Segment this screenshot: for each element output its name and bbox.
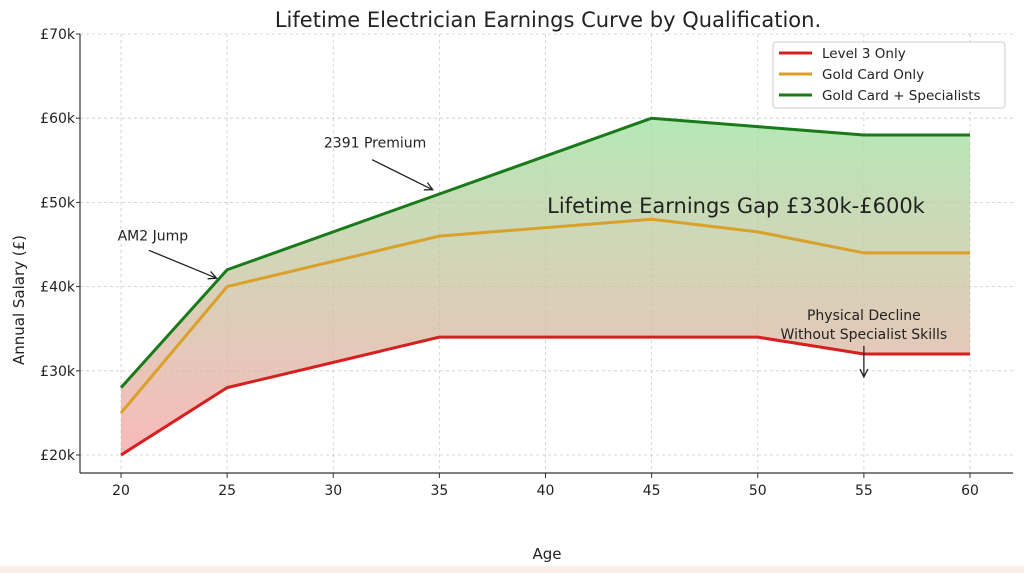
earnings-gap-fill bbox=[121, 118, 970, 455]
x-tick-label: 30 bbox=[324, 483, 342, 499]
y-tick-label: £70k bbox=[40, 27, 76, 43]
x-tick-label: 45 bbox=[643, 483, 661, 499]
y-tick-label: £20k bbox=[40, 448, 76, 464]
legend-box bbox=[772, 41, 1006, 109]
axes: 20 25 30 35 40 45 50 55 60 £20k £30k £40k £50k £60k £7… bbox=[40, 27, 1013, 499]
x-axis-label: Age bbox=[532, 545, 561, 563]
x-tick-label: 20 bbox=[112, 483, 130, 499]
annotation-am2-jump: AM2 Jump bbox=[118, 228, 189, 244]
legend-label: Gold Card + Specialists bbox=[822, 88, 981, 104]
bottom-strip bbox=[0, 566, 1024, 573]
y-tick-label: £60k bbox=[40, 111, 76, 127]
x-tick-label: 50 bbox=[749, 483, 767, 499]
x-tick-label: 25 bbox=[218, 483, 236, 499]
y-tick-label: £30k bbox=[40, 364, 76, 380]
x-tick-label: 55 bbox=[855, 483, 873, 499]
chart-title: Lifetime Electrician Earnings Curve by Q… bbox=[275, 8, 821, 32]
y-tick-label: £50k bbox=[40, 195, 76, 211]
annotation-earnings-gap: Lifetime Earnings Gap £330k-£600k bbox=[547, 194, 926, 218]
series-line-gold-card-specialists bbox=[119, 116, 970, 389]
annotation-arrow bbox=[371, 159, 433, 190]
x-tick-label: 40 bbox=[537, 483, 555, 499]
legend: Level 3 Only Gold Card Only Gold Card + Sp… bbox=[772, 41, 1006, 109]
legend-label: Gold Card Only bbox=[822, 67, 924, 83]
annotation-physical-decline: Physical Decline bbox=[807, 308, 921, 324]
x-tick-label: 60 bbox=[961, 483, 979, 499]
annotation-without-specialist: Without Specialist Skills bbox=[781, 327, 948, 343]
y-axis-label: Annual Salary (£) bbox=[10, 235, 28, 365]
y-tick-label: £40k bbox=[40, 280, 76, 296]
x-tick-label: 35 bbox=[430, 483, 448, 499]
annotation-2391-premium: 2391 Premium bbox=[324, 136, 426, 152]
annotation-arrow bbox=[148, 249, 217, 278]
legend-label: Level 3 Only bbox=[822, 46, 906, 62]
series-line-gold-card-only bbox=[119, 217, 970, 414]
